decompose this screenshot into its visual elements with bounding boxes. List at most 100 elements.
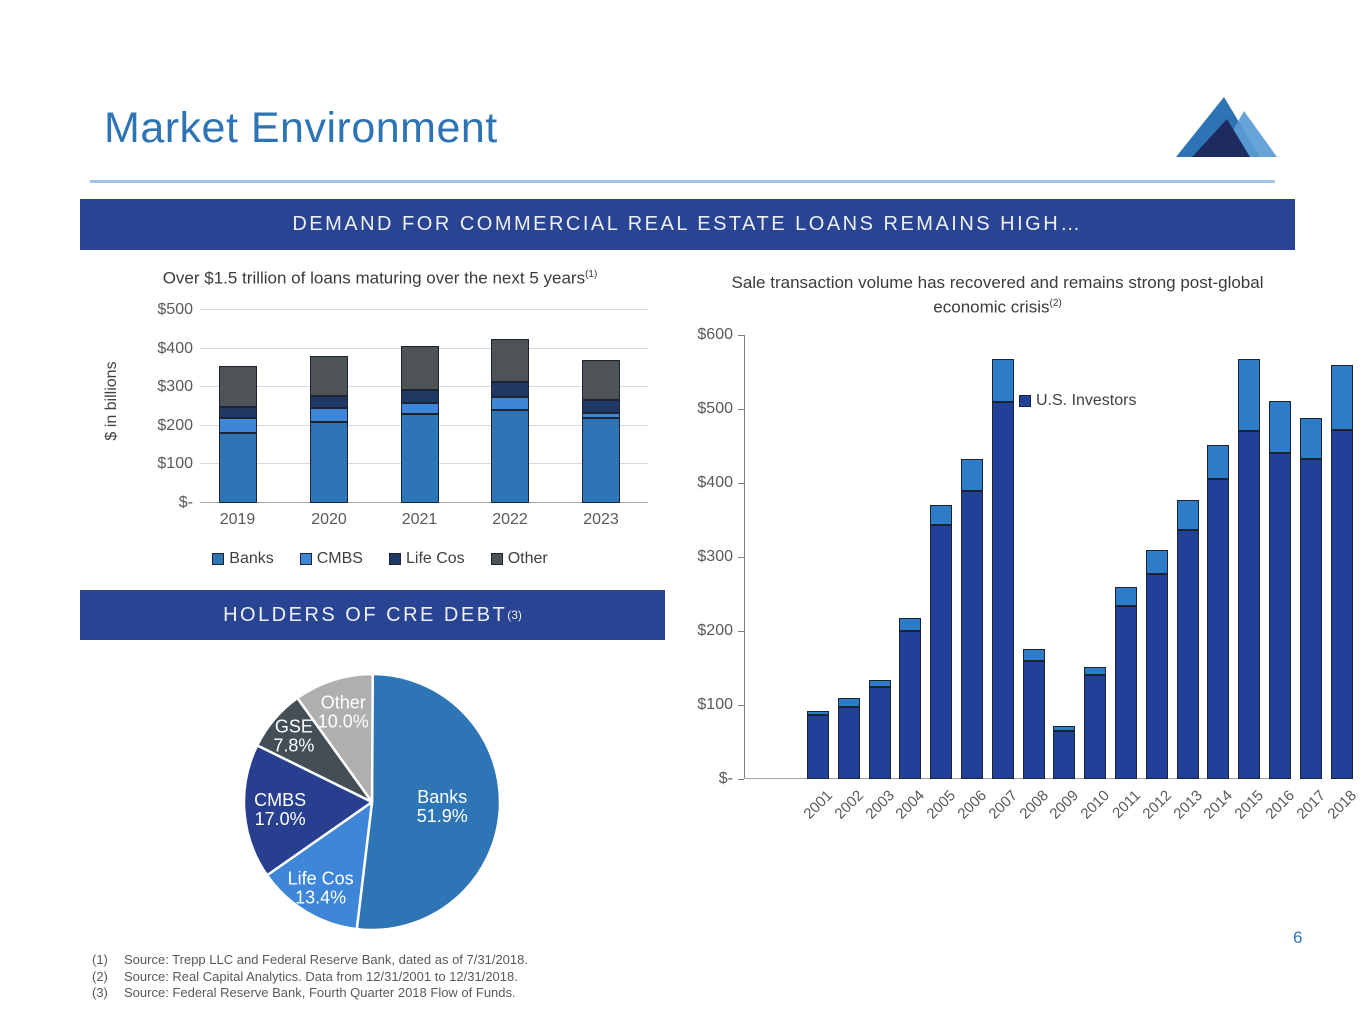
banner-top-text: DEMAND FOR COMMERCIAL REAL ESTATE LOANS … xyxy=(292,213,1083,235)
pie-slice-cmbs xyxy=(242,744,374,877)
left-chart-plot-area xyxy=(200,309,648,503)
bar-2019-cmbs xyxy=(218,418,257,433)
loan-maturities-title-footnote-ref: (1) xyxy=(585,269,598,280)
bar-2003-u-s-investors xyxy=(868,687,891,779)
pie-slice-banks xyxy=(355,672,502,932)
bar-2014-series2 xyxy=(1207,445,1230,479)
banner-demand-for-cre-loans: DEMAND FOR COMMERCIAL REAL ESTATE LOANS … xyxy=(80,199,1295,250)
legend-label: Life Cos xyxy=(405,550,465,567)
mountain-logo xyxy=(1176,97,1277,157)
bar-2019-banks xyxy=(218,432,257,503)
x-axis-line xyxy=(744,778,1289,779)
bar-2018-series2 xyxy=(1330,364,1353,431)
bar-2006-u-s-investors xyxy=(961,491,983,779)
loan-maturities-chart: Over $1.5 trillion of loans maturing ove… xyxy=(95,262,665,592)
footnote-1-num: (1) xyxy=(92,952,108,967)
bar-2021-banks xyxy=(400,414,439,503)
legend-item-banks: Banks xyxy=(212,550,274,568)
bar-2012-u-s-investors xyxy=(1145,574,1168,779)
bar-2005-u-s-investors xyxy=(930,525,953,779)
page-number: 6 xyxy=(1293,928,1303,947)
bar-2009-series2 xyxy=(1053,726,1076,731)
logo-front-peak xyxy=(1192,119,1250,157)
bar-2022-cmbs xyxy=(491,396,529,410)
bar-2023-other xyxy=(582,359,620,400)
bar-2020-banks xyxy=(310,421,348,503)
bar-2023-life-cos xyxy=(582,399,620,414)
bar-2019-life-cos xyxy=(218,406,257,419)
bar-2012-series2 xyxy=(1145,550,1168,575)
x-tick-2022: 2022 xyxy=(492,511,528,528)
pie-label-banks: Banks 51.9% xyxy=(417,787,468,826)
bar-2020-other xyxy=(310,356,348,397)
pie-label-cmbs: CMBS 17.0% xyxy=(254,790,306,829)
sale-volume-title-footnote-ref: (2) xyxy=(1049,298,1062,309)
y-tick-mark xyxy=(738,631,744,632)
y-tick-$100: $100 xyxy=(697,696,733,713)
bar-2014-u-s-investors xyxy=(1207,478,1230,779)
bar-2008-series2 xyxy=(1022,648,1045,662)
bar-2001-u-s-investors xyxy=(807,714,829,779)
bar-2017-series2 xyxy=(1299,417,1322,459)
bar-2002-series2 xyxy=(837,698,860,708)
banner-pie-text: HOLDERS OF CRE DEBT xyxy=(223,603,508,626)
pie-slice-life-cos xyxy=(265,800,374,931)
bar-2009-u-s-investors xyxy=(1053,730,1076,779)
footnote-1-text: Source: Trepp LLC and Federal Reserve Ba… xyxy=(124,952,528,967)
bar-2001-series2 xyxy=(807,710,829,715)
y-tick-$100: $100 xyxy=(157,455,193,473)
bar-2021-cmbs xyxy=(400,403,439,415)
footnote-1: (1) Source: Trepp LLC and Federal Reserv… xyxy=(92,952,528,969)
y-tick-mark xyxy=(738,779,744,780)
y-tick-$600: $600 xyxy=(697,326,733,343)
banner-holders-of-cre-debt: HOLDERS OF CRE DEBT (3) xyxy=(80,590,665,640)
bar-2020-life-cos xyxy=(310,396,348,409)
legend-label: Other xyxy=(507,550,548,567)
legend-swatch xyxy=(388,553,401,565)
bar-2007-u-s-investors xyxy=(991,401,1014,779)
x-tick-2019: 2019 xyxy=(219,511,256,528)
x-tick-2023: 2023 xyxy=(583,511,619,528)
legend-item-life-cos: Life Cos xyxy=(388,550,465,568)
legend-item-other: Other xyxy=(490,550,548,568)
bar-2011-series2 xyxy=(1115,587,1137,606)
footnote-2-text: Source: Real Capital Analytics. Data fro… xyxy=(124,968,518,984)
footnote-2: (2) Source: Real Capital Analytics. Data… xyxy=(92,969,528,986)
pie-slice-other xyxy=(296,672,375,804)
pie-label-other: Other 10.0% xyxy=(318,693,369,732)
y-tick-$400: $400 xyxy=(157,339,193,357)
title-divider-line xyxy=(90,180,1275,183)
bar-2022-banks xyxy=(491,409,529,503)
y-tick-$-: $- xyxy=(718,770,733,787)
bar-2005-series2 xyxy=(930,505,953,526)
y-tick-$500: $500 xyxy=(157,301,193,318)
footnote-2-num: (2) xyxy=(92,968,108,984)
bar-2021-life-cos xyxy=(400,390,439,404)
y-tick-$200: $200 xyxy=(157,416,193,434)
footnote-3-num: (3) xyxy=(92,985,108,1000)
bar-2023-cmbs xyxy=(582,413,620,419)
bar-2022-other xyxy=(491,339,529,382)
y-tick-$200: $200 xyxy=(697,622,733,639)
bar-2015-u-s-investors xyxy=(1238,431,1261,779)
legend-swatch-us-investors xyxy=(1019,395,1031,407)
bar-2018-u-s-investors xyxy=(1330,430,1353,779)
bar-2013-u-s-investors xyxy=(1176,530,1199,779)
loan-maturities-title-text: Over $1.5 trillion of loans maturing ove… xyxy=(162,268,586,288)
sale-volume-title-text: Sale transaction volume has recovered an… xyxy=(731,273,1264,317)
legend-item-cmbs: CMBS xyxy=(299,550,363,568)
y-tick-mark xyxy=(738,409,744,410)
bar-2004-u-s-investors xyxy=(899,631,922,779)
legend-label: Banks xyxy=(229,550,274,567)
x-tick-2020: 2020 xyxy=(311,511,347,528)
y-tick-mark xyxy=(738,335,744,336)
banner-pie-footnote-ref: (3) xyxy=(507,608,522,622)
y-tick-$300: $300 xyxy=(697,548,733,565)
x-tick-2021: 2021 xyxy=(401,511,438,528)
bar-2021-other xyxy=(400,345,439,391)
sale-transaction-volume-chart: Sale transaction volume has recovered an… xyxy=(685,268,1359,843)
pie-label-gse: GSE 7.8% xyxy=(273,717,314,756)
bar-2019-other xyxy=(218,365,257,407)
sale-transaction-volume-chart-title: Sale transaction volume has recovered an… xyxy=(730,272,1265,318)
y-axis-line xyxy=(744,335,745,779)
